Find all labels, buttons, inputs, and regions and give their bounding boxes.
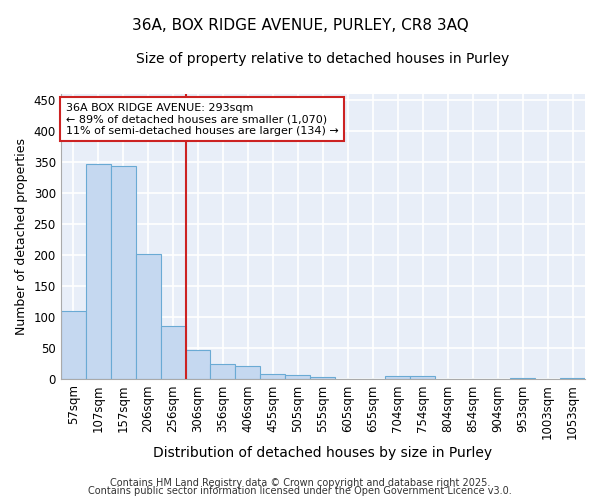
Bar [185,350,211,380]
Bar [61,310,86,380]
Bar [310,377,335,380]
Bar [410,376,435,380]
Bar [110,166,136,380]
Bar [510,378,535,380]
Bar [136,254,161,380]
Text: Contains public sector information licensed under the Open Government Licence v3: Contains public sector information licen… [88,486,512,496]
Bar [435,379,460,380]
Bar [560,378,585,380]
Text: 36A BOX RIDGE AVENUE: 293sqm
← 89% of detached houses are smaller (1,070)
11% of: 36A BOX RIDGE AVENUE: 293sqm ← 89% of de… [66,102,338,136]
Bar [385,376,410,380]
Title: Size of property relative to detached houses in Purley: Size of property relative to detached ho… [136,52,509,66]
X-axis label: Distribution of detached houses by size in Purley: Distribution of detached houses by size … [153,446,493,460]
Text: Contains HM Land Registry data © Crown copyright and database right 2025.: Contains HM Land Registry data © Crown c… [110,478,490,488]
Bar [286,375,310,380]
Bar [161,326,185,380]
Bar [211,364,235,380]
Y-axis label: Number of detached properties: Number of detached properties [15,138,28,335]
Bar [260,374,286,380]
Bar [235,366,260,380]
Bar [86,164,110,380]
Bar [335,379,360,380]
Text: 36A, BOX RIDGE AVENUE, PURLEY, CR8 3AQ: 36A, BOX RIDGE AVENUE, PURLEY, CR8 3AQ [131,18,469,32]
